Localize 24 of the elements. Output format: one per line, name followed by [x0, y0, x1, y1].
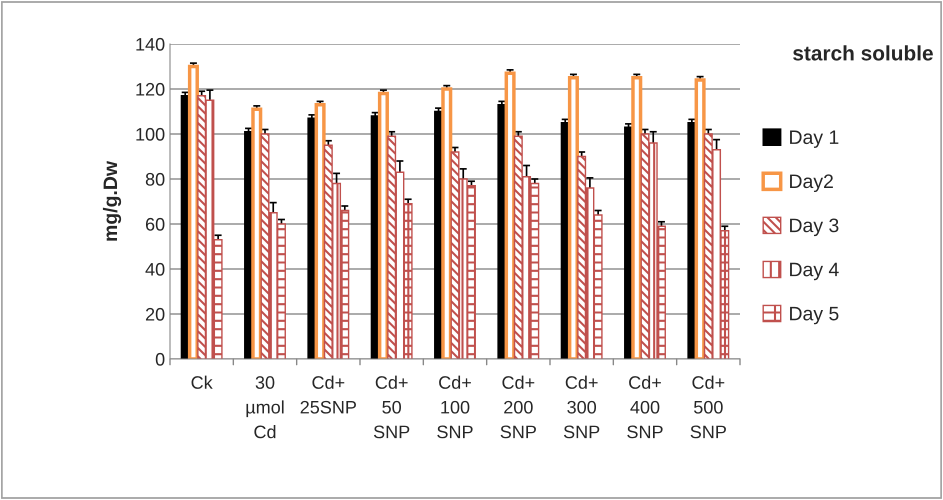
- y-axis-title: mg/g.Dw: [102, 160, 122, 241]
- y-tick-label: 80: [146, 172, 164, 186]
- text: starch soluble: [793, 45, 933, 61]
- x-tick-label: Ck: [192, 376, 213, 389]
- x-tick-label: 30 µmol Cd: [246, 376, 284, 438]
- x-tick-label: Cd+ 300 SNP: [564, 376, 600, 438]
- y-tick-label: 60: [146, 218, 164, 231]
- y-tick-label: 100: [136, 128, 164, 141]
- legend-label: Day2: [790, 174, 833, 192]
- legend-label: Day 3: [790, 218, 838, 236]
- y-tick-label: 20: [146, 308, 164, 321]
- x-tick-label: Cd+ 200 SNP: [500, 376, 536, 438]
- legend-label: Day 1: [790, 130, 838, 148]
- y-tick-label: 120: [136, 82, 164, 96]
- y-tick-label: 0: [156, 352, 164, 366]
- y-tick-label: 40: [145, 262, 164, 276]
- x-tick-label: Cd+ 500 SNP: [690, 376, 726, 438]
- x-tick-label: Cd+ 100 SNP: [437, 376, 473, 438]
- x-tick-label: Cd+ 50 SNP: [374, 376, 410, 438]
- x-tick-label: Cd+ 400 SNP: [627, 376, 663, 438]
- legend-label: Day 5: [790, 306, 838, 324]
- y-tick-label: 140: [136, 38, 164, 51]
- legend-label: Day 4: [790, 262, 839, 280]
- x-tick-label: Cd+ 25SNP: [300, 376, 356, 414]
